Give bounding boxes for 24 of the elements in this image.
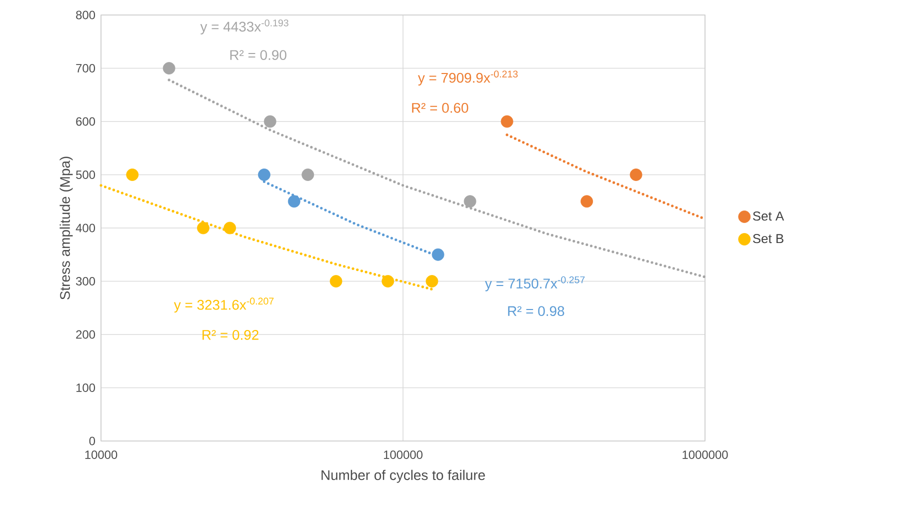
y-tick-label: 300: [76, 277, 96, 286]
x-tick-label: 100000: [384, 450, 422, 459]
legend-label: Set B: [753, 234, 784, 244]
y-axis-title: Stress amplitude (Mpa): [60, 156, 73, 300]
y-tick-label: 400: [76, 224, 96, 232]
x-tick-label: 10000: [85, 450, 118, 459]
y-tick-label: 0: [89, 436, 96, 446]
annotation: R² = 0.92: [202, 330, 258, 340]
y-tick-label: 200: [76, 330, 96, 339]
annotation: y = 7150.7x$^{-0.257}$: [484, 276, 585, 292]
y-tick-label: 500: [76, 170, 96, 179]
y-tick-label: 700: [76, 64, 96, 72]
y-tick-label: 600: [76, 117, 96, 126]
annotation: R² = 0.90: [230, 50, 286, 60]
x-tick-label: 1000000: [682, 450, 728, 459]
legend-label: Set A: [753, 211, 784, 221]
annotation: y = 4433x$^{-0.193}$: [200, 19, 288, 34]
annotation: y = 3231.6x$^{-0.207}$: [174, 298, 274, 313]
annotation: R² = 0.98: [508, 306, 564, 316]
y-tick-label: 800: [76, 10, 96, 20]
annotation: R² = 0.60: [412, 102, 468, 113]
x-axis-title: Number of cycles to failure: [322, 470, 485, 483]
y-tick-label: 100: [76, 384, 96, 392]
annotation: y = 7909.9x$^{-0.213}$: [418, 70, 518, 86]
